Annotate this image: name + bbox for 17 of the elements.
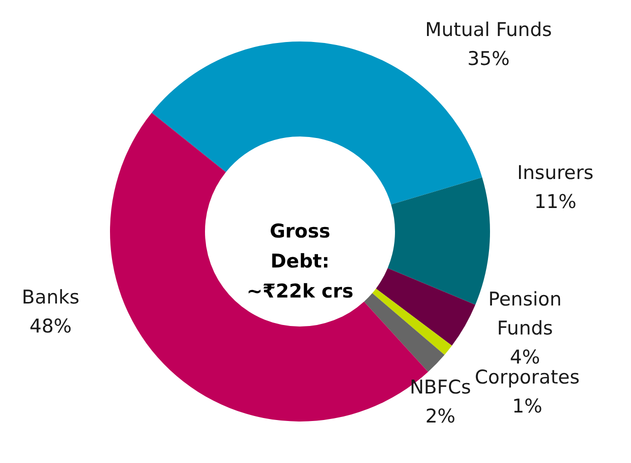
slice-label: Insurers [517, 162, 594, 184]
donut-slice [372, 288, 452, 355]
slice-label: Banks [22, 286, 80, 309]
text: Gross Debt: ~₹22k crs [246, 220, 354, 302]
donut-slice [364, 293, 445, 372]
slice-label: Corporates [474, 366, 580, 388]
data-label: 2% [425, 406, 456, 428]
slice-label: Pension Funds [488, 288, 562, 340]
slice-label: NBFCs [410, 376, 472, 399]
data-label: 1% [512, 395, 542, 418]
data-label: 11% [534, 190, 576, 213]
donut-slice [388, 177, 490, 305]
data-label: 4% [510, 346, 540, 368]
slice-label: Mutual Funds [425, 18, 552, 41]
data-label: 35% [467, 48, 510, 70]
donut-slice [376, 268, 476, 346]
data-label: 48% [29, 316, 72, 338]
